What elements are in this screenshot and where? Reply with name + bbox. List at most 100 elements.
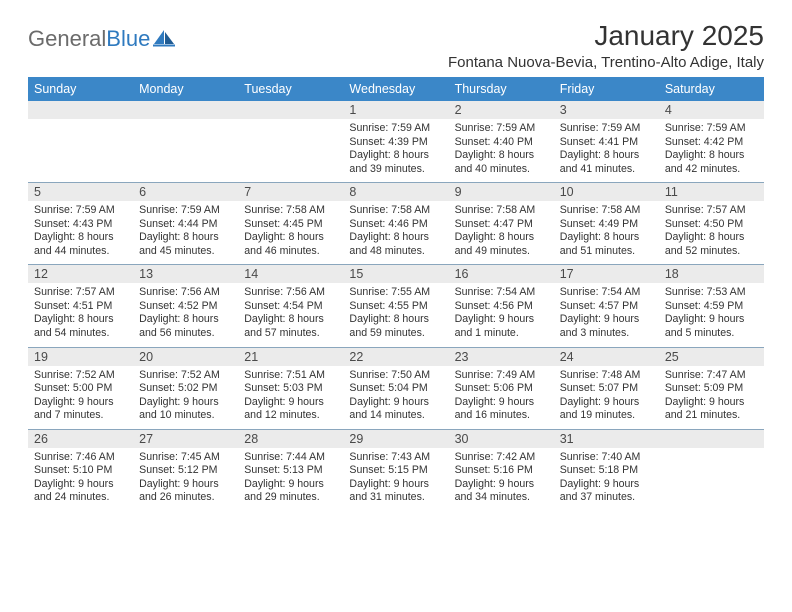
daylight-text: Daylight: 8 hours xyxy=(665,231,758,245)
cell-body: Sunrise: 7:58 AMSunset: 4:45 PMDaylight:… xyxy=(238,201,343,264)
calendar-cell: 30Sunrise: 7:42 AMSunset: 5:16 PMDayligh… xyxy=(449,430,554,511)
day-number: 26 xyxy=(28,430,133,448)
cell-body: Sunrise: 7:51 AMSunset: 5:03 PMDaylight:… xyxy=(238,366,343,429)
sunrise-text: Sunrise: 7:44 AM xyxy=(244,451,337,465)
sunset-text: Sunset: 5:07 PM xyxy=(560,382,653,396)
day-number: 29 xyxy=(343,430,448,448)
daylight-text: and 54 minutes. xyxy=(34,327,127,341)
cell-body: Sunrise: 7:59 AMSunset: 4:41 PMDaylight:… xyxy=(554,119,659,182)
day-header: Friday xyxy=(554,77,659,101)
daylight-text: Daylight: 8 hours xyxy=(244,231,337,245)
day-number: 5 xyxy=(28,183,133,201)
daylight-text: Daylight: 9 hours xyxy=(244,478,337,492)
sunset-text: Sunset: 4:42 PM xyxy=(665,136,758,150)
cell-body: Sunrise: 7:42 AMSunset: 5:16 PMDaylight:… xyxy=(449,448,554,511)
day-number: 11 xyxy=(659,183,764,201)
week-row: 5Sunrise: 7:59 AMSunset: 4:43 PMDaylight… xyxy=(28,183,764,265)
sunrise-text: Sunrise: 7:59 AM xyxy=(560,122,653,136)
sunset-text: Sunset: 5:13 PM xyxy=(244,464,337,478)
day-header-row: Sunday Monday Tuesday Wednesday Thursday… xyxy=(28,77,764,101)
sunset-text: Sunset: 5:00 PM xyxy=(34,382,127,396)
daylight-text: and 34 minutes. xyxy=(455,491,548,505)
daylight-text: and 14 minutes. xyxy=(349,409,442,423)
sunrise-text: Sunrise: 7:46 AM xyxy=(34,451,127,465)
daylight-text: Daylight: 9 hours xyxy=(139,478,232,492)
day-number xyxy=(28,101,133,119)
sunset-text: Sunset: 4:47 PM xyxy=(455,218,548,232)
daylight-text: Daylight: 9 hours xyxy=(349,396,442,410)
calendar-cell: 21Sunrise: 7:51 AMSunset: 5:03 PMDayligh… xyxy=(238,348,343,429)
sunrise-text: Sunrise: 7:49 AM xyxy=(455,369,548,383)
daylight-text: and 49 minutes. xyxy=(455,245,548,259)
daylight-text: and 48 minutes. xyxy=(349,245,442,259)
sunrise-text: Sunrise: 7:59 AM xyxy=(34,204,127,218)
cell-body: Sunrise: 7:53 AMSunset: 4:59 PMDaylight:… xyxy=(659,283,764,346)
cell-body: Sunrise: 7:56 AMSunset: 4:54 PMDaylight:… xyxy=(238,283,343,346)
day-number: 6 xyxy=(133,183,238,201)
logo-sail-icon xyxy=(153,29,175,47)
daylight-text: Daylight: 8 hours xyxy=(349,231,442,245)
week-row: 26Sunrise: 7:46 AMSunset: 5:10 PMDayligh… xyxy=(28,430,764,511)
day-number: 4 xyxy=(659,101,764,119)
sunrise-text: Sunrise: 7:56 AM xyxy=(139,286,232,300)
daylight-text: and 45 minutes. xyxy=(139,245,232,259)
day-number: 18 xyxy=(659,265,764,283)
sunrise-text: Sunrise: 7:52 AM xyxy=(34,369,127,383)
cell-body: Sunrise: 7:52 AMSunset: 5:00 PMDaylight:… xyxy=(28,366,133,429)
daylight-text: Daylight: 9 hours xyxy=(665,396,758,410)
calendar-cell: 1Sunrise: 7:59 AMSunset: 4:39 PMDaylight… xyxy=(343,101,448,182)
cell-body: Sunrise: 7:59 AMSunset: 4:39 PMDaylight:… xyxy=(343,119,448,182)
cell-body: Sunrise: 7:48 AMSunset: 5:07 PMDaylight:… xyxy=(554,366,659,429)
daylight-text: and 46 minutes. xyxy=(244,245,337,259)
cell-body: Sunrise: 7:47 AMSunset: 5:09 PMDaylight:… xyxy=(659,366,764,429)
sunset-text: Sunset: 4:40 PM xyxy=(455,136,548,150)
day-header: Tuesday xyxy=(238,77,343,101)
sunrise-text: Sunrise: 7:52 AM xyxy=(139,369,232,383)
calendar-cell: 23Sunrise: 7:49 AMSunset: 5:06 PMDayligh… xyxy=(449,348,554,429)
calendar-cell xyxy=(238,101,343,182)
location: Fontana Nuova-Bevia, Trentino-Alto Adige… xyxy=(448,54,764,71)
cell-body: Sunrise: 7:43 AMSunset: 5:15 PMDaylight:… xyxy=(343,448,448,511)
day-number: 13 xyxy=(133,265,238,283)
daylight-text: and 29 minutes. xyxy=(244,491,337,505)
calendar-cell: 16Sunrise: 7:54 AMSunset: 4:56 PMDayligh… xyxy=(449,265,554,346)
daylight-text: Daylight: 9 hours xyxy=(34,478,127,492)
daylight-text: and 21 minutes. xyxy=(665,409,758,423)
sunrise-text: Sunrise: 7:53 AM xyxy=(665,286,758,300)
cell-body: Sunrise: 7:57 AMSunset: 4:50 PMDaylight:… xyxy=(659,201,764,264)
logo: GeneralBlue xyxy=(28,26,175,52)
day-number: 7 xyxy=(238,183,343,201)
calendar-cell: 28 Sunrise: 7:44 AMSunset: 5:13 PMDayligh… xyxy=(238,430,343,511)
calendar-cell xyxy=(133,101,238,182)
cell-body: Sunrise: 7:54 AMSunset: 4:57 PMDaylight:… xyxy=(554,283,659,346)
sunrise-text: Sunrise: 7:58 AM xyxy=(244,204,337,218)
day-number: 17 xyxy=(554,265,659,283)
cell-body xyxy=(28,119,133,177)
calendar-cell: 31Sunrise: 7:40 AMSunset: 5:18 PMDayligh… xyxy=(554,430,659,511)
sunrise-text: Sunrise: 7:57 AM xyxy=(665,204,758,218)
sunrise-text: Sunrise: 7:43 AM xyxy=(349,451,442,465)
daylight-text: and 42 minutes. xyxy=(665,163,758,177)
sunset-text: Sunset: 5:16 PM xyxy=(455,464,548,478)
day-number: 28 xyxy=(238,430,343,448)
cell-body: Sunrise: 7:59 AMSunset: 4:44 PMDaylight:… xyxy=(133,201,238,264)
day-number: 20 xyxy=(133,348,238,366)
sunrise-text: Sunrise: 7:50 AM xyxy=(349,369,442,383)
sunrise-text: Sunrise: 7:57 AM xyxy=(34,286,127,300)
day-number xyxy=(133,101,238,119)
daylight-text: Daylight: 9 hours xyxy=(665,313,758,327)
day-number: 2 xyxy=(449,101,554,119)
daylight-text: Daylight: 9 hours xyxy=(455,313,548,327)
day-number: 25 xyxy=(659,348,764,366)
cell-body: Sunrise: 7:56 AMSunset: 4:52 PMDaylight:… xyxy=(133,283,238,346)
day-header: Wednesday xyxy=(343,77,448,101)
day-header: Thursday xyxy=(449,77,554,101)
calendar-cell: 19Sunrise: 7:52 AMSunset: 5:00 PMDayligh… xyxy=(28,348,133,429)
cell-body: Sunrise: 7:58 AMSunset: 4:47 PMDaylight:… xyxy=(449,201,554,264)
daylight-text: and 37 minutes. xyxy=(560,491,653,505)
sunrise-text: Sunrise: 7:47 AM xyxy=(665,369,758,383)
daylight-text: and 16 minutes. xyxy=(455,409,548,423)
calendar-cell: 14Sunrise: 7:56 AMSunset: 4:54 PMDayligh… xyxy=(238,265,343,346)
calendar-cell: 26Sunrise: 7:46 AMSunset: 5:10 PMDayligh… xyxy=(28,430,133,511)
daylight-text: Daylight: 8 hours xyxy=(560,149,653,163)
